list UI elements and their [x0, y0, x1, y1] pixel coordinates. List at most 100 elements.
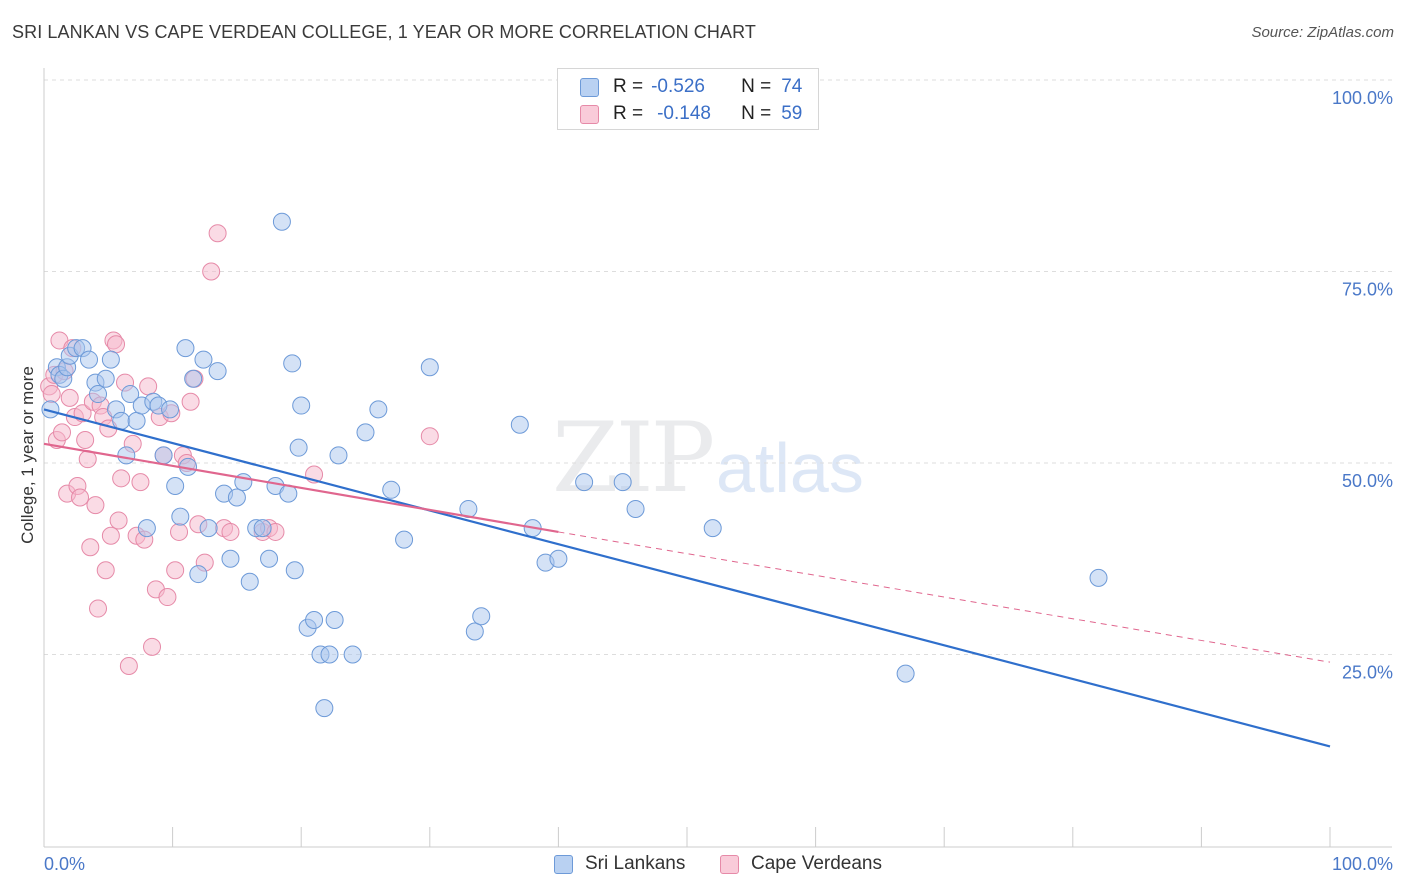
r-label: R = — [613, 76, 644, 97]
cape-verdean-point — [202, 262, 221, 281]
sri-lankan-point — [121, 385, 140, 404]
series-name: Sri Lankans — [585, 853, 686, 874]
x-ticks — [172, 827, 1331, 847]
sri-lankan-point — [194, 350, 213, 369]
y-tick-label-75: 75.0% — [1342, 280, 1393, 300]
cape-verdean-point — [71, 488, 90, 507]
sri-lankan-point — [289, 438, 308, 457]
cape-verdean-point — [119, 656, 138, 675]
n-label: N = — [741, 103, 772, 124]
sri-lankan-point — [240, 572, 259, 591]
r-value: -0.148 — [657, 103, 711, 124]
sri-lankan-point — [166, 476, 185, 495]
sri-lankan-point — [626, 499, 645, 518]
cape-verdean-point — [208, 224, 227, 243]
sri-lankan-point — [184, 369, 203, 388]
cape-verdean-point — [221, 522, 240, 541]
sri-lankan-point — [112, 411, 131, 430]
sri-lankan-point — [89, 385, 108, 404]
sri-lankan-point — [325, 611, 344, 630]
sri-lankan-point — [80, 350, 99, 369]
series-name: Cape Verdeans — [751, 853, 882, 874]
cape-verdean-point — [107, 335, 126, 354]
cape-verdean-point — [112, 469, 131, 488]
cape-verdean-point — [139, 377, 158, 396]
sri-lankan-point — [395, 530, 414, 549]
sri-lankan-points — [41, 212, 1108, 718]
sri-lankan-point — [41, 400, 60, 419]
sri-lankan-point — [329, 446, 348, 465]
y-tick-label-100: 100.0% — [1332, 88, 1393, 108]
series-legend-cape-verdeans: Cape Verdeans — [720, 851, 882, 877]
cape-verdean-point — [158, 588, 177, 607]
r-value: -0.526 — [651, 76, 705, 97]
cape-verdean-point — [42, 385, 61, 404]
cape-verdean-point — [131, 473, 150, 492]
sri-lankan-point — [575, 473, 594, 492]
cape-verdean-trend-extension — [558, 531, 1331, 663]
n-value: 59 — [781, 103, 803, 124]
legend-row-sri-lankans: R = -0.526 N = 74 — [580, 74, 802, 100]
sri-lankan-point — [382, 480, 401, 499]
sri-lankan-point — [315, 699, 334, 718]
cape-verdean-point — [89, 599, 108, 618]
sri-lankan-point — [703, 519, 722, 538]
sri-lankan-point — [369, 400, 388, 419]
sri-lankan-point — [305, 611, 324, 630]
sri-lankan-point — [154, 446, 173, 465]
sri-lankan-point — [253, 519, 272, 538]
sri-lankan-point — [176, 339, 195, 358]
cape-verdean-point — [109, 511, 128, 530]
legend-row-cape-verdeans: R = -0.148 N = 59 — [580, 101, 802, 127]
gridlines — [44, 79, 1392, 655]
cape-verdean-point — [96, 561, 115, 580]
y-tick-label-50: 50.0% — [1342, 471, 1393, 491]
sri-lankan-point — [343, 645, 362, 664]
watermark-atlas: atlas — [716, 429, 864, 507]
sri-lankan-point — [1089, 568, 1108, 587]
cape-verdean-point — [86, 496, 105, 515]
trend-lines — [43, 408, 1331, 748]
sri-lankan-point — [208, 362, 227, 381]
cape-verdean-point — [76, 431, 95, 450]
axes — [43, 68, 1392, 848]
sri-lankan-point — [292, 396, 311, 415]
cape-verdean-point — [81, 538, 100, 557]
sri-lankan-point — [189, 565, 208, 584]
sri-lankan-point — [272, 212, 291, 231]
chart-title: SRI LANKAN VS CAPE VERDEAN COLLEGE, 1 YE… — [12, 22, 756, 42]
cape-verdean-trend-line — [43, 442, 559, 534]
cape-verdean-point — [101, 526, 120, 545]
sri-lankan-point — [510, 415, 529, 434]
sri-lankan-point — [420, 358, 439, 377]
cape-verdean-point — [420, 427, 439, 446]
sri-lankan-point — [283, 354, 302, 373]
sri-lankan-point — [227, 488, 246, 507]
cape-verdean-point — [181, 392, 200, 411]
sri-lankan-point — [356, 423, 375, 442]
cape-verdean-points — [40, 224, 439, 675]
sri-lankan-point — [127, 411, 146, 430]
cape-verdean-point — [170, 522, 189, 541]
sri-lankan-point — [896, 664, 915, 683]
blue-swatch-icon — [554, 854, 573, 874]
n-label: N = — [741, 76, 772, 97]
pink-swatch-icon — [580, 104, 599, 124]
r-label: R = — [613, 103, 644, 124]
sri-lankan-point — [137, 519, 156, 538]
y-tick-labels: 100.0% 75.0% 50.0% 25.0% — [1332, 88, 1393, 683]
sri-lankan-point — [161, 400, 180, 419]
sri-lankan-point — [117, 446, 136, 465]
sri-lankan-point — [465, 622, 484, 641]
n-value: 74 — [781, 76, 803, 97]
watermark-zip: ZIP — [552, 402, 715, 514]
correlation-legend: R = -0.526 N = 74 R = -0.148 N = 59 — [557, 68, 819, 130]
cape-verdean-point — [143, 637, 162, 656]
sri-lankan-point — [171, 507, 190, 526]
y-axis-title: College, 1 year or more — [18, 366, 37, 544]
sri-lankan-point — [221, 549, 240, 568]
x-tick-label-min: 0.0% — [44, 854, 85, 874]
sri-lankan-point — [613, 473, 632, 492]
y-tick-label-25: 25.0% — [1342, 663, 1393, 683]
